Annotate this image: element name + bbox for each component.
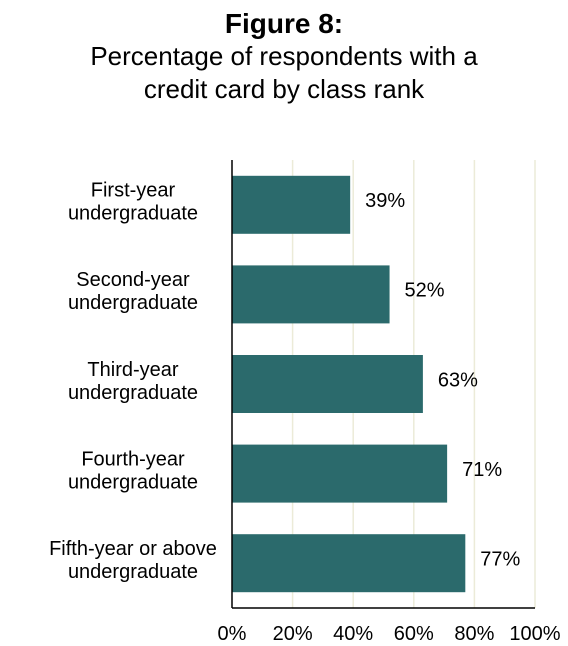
x-tick-label: 40% <box>333 623 373 645</box>
bar <box>232 355 423 413</box>
x-tick-label: 100% <box>509 623 560 645</box>
category-label: undergraduate <box>68 292 198 314</box>
data-label: 39% <box>365 190 405 212</box>
category-label: undergraduate <box>68 561 198 583</box>
bar <box>232 444 448 503</box>
labels: 39%First-yearundergraduate52%Second-year… <box>49 180 561 645</box>
category-label: Fourth-year <box>81 448 185 470</box>
chart-title-line-1: Percentage of respondents with a <box>90 41 478 71</box>
data-label: 63% <box>438 369 478 391</box>
gridlines <box>291 160 536 608</box>
category-label: undergraduate <box>68 382 198 404</box>
figure-label: Figure 8: <box>224 8 344 39</box>
category-label: undergraduate <box>68 471 198 493</box>
chart-title-line-2: credit card by class rank <box>143 74 425 104</box>
title-block: Figure 8: Percentage of respondents with… <box>0 8 568 106</box>
data-label: 52% <box>405 280 445 302</box>
bar <box>232 175 351 234</box>
data-label: 77% <box>480 548 520 570</box>
category-label: Third-year <box>87 359 178 381</box>
category-label: Fifth-year or above <box>49 538 217 560</box>
bar <box>232 265 390 324</box>
category-label: Second-year <box>76 269 190 291</box>
bar <box>232 534 466 593</box>
bars <box>232 175 466 593</box>
axes <box>231 160 535 609</box>
x-tick-label: 0% <box>218 623 247 645</box>
x-tick-label: 60% <box>394 623 434 645</box>
x-tick-label: 80% <box>454 623 494 645</box>
category-label: First-year <box>91 180 176 202</box>
category-label: undergraduate <box>68 203 198 225</box>
x-tick-label: 20% <box>273 623 313 645</box>
data-label: 71% <box>462 459 502 481</box>
